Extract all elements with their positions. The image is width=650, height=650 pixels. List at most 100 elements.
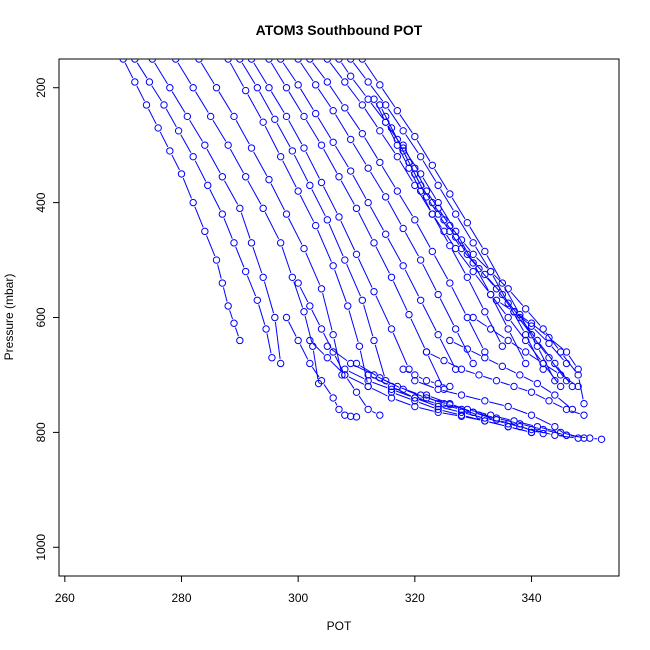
- data-point: [539, 359, 547, 368]
- series-segment: [551, 346, 564, 361]
- series-segment: [299, 344, 309, 360]
- series-segment: [439, 298, 455, 326]
- data-point: [562, 405, 571, 414]
- data-point: [364, 164, 372, 172]
- data-point: [341, 365, 349, 373]
- series-segment: [352, 62, 366, 79]
- series-segment: [270, 91, 285, 113]
- series-segment: [124, 62, 134, 79]
- series-segment: [364, 137, 378, 159]
- series-segment: [381, 134, 396, 154]
- data-point: [422, 376, 431, 385]
- series-segment: [399, 160, 413, 182]
- series-segment: [534, 328, 547, 341]
- data-point: [422, 187, 431, 195]
- data-point: [556, 348, 565, 356]
- series-segment: [404, 269, 420, 297]
- series-segment: [524, 427, 539, 433]
- series-segment: [430, 396, 446, 403]
- series-segment: [360, 365, 377, 376]
- data-point: [580, 399, 588, 408]
- data-point: [481, 397, 489, 405]
- series-segment: [370, 171, 384, 194]
- data-point: [376, 411, 384, 419]
- series-segment: [465, 395, 481, 401]
- series-segment: [392, 332, 408, 366]
- data-point: [556, 382, 565, 391]
- series-segment: [440, 188, 454, 211]
- series-segment: [540, 385, 552, 393]
- data-point: [236, 59, 244, 63]
- series-segment: [218, 91, 233, 113]
- data-point: [271, 115, 279, 124]
- series-segment: [476, 257, 488, 269]
- data-point: [551, 422, 559, 431]
- series-segment: [453, 342, 464, 348]
- data-point: [521, 336, 530, 345]
- series-segment: [347, 85, 361, 102]
- series-segment: [194, 160, 207, 182]
- data-point: [282, 84, 291, 92]
- series-segment: [335, 145, 349, 168]
- series-segment: [352, 79, 366, 96]
- data-point: [562, 431, 571, 439]
- data-point: [276, 59, 285, 63]
- data-point: [381, 101, 390, 109]
- data-point: [457, 236, 466, 244]
- series-segment: [570, 410, 580, 415]
- series-segment: [369, 206, 384, 231]
- series-segment: [270, 62, 285, 85]
- data-point: [323, 216, 332, 224]
- data-point: [224, 59, 232, 63]
- series-profile: [148, 59, 285, 368]
- series-segment: [223, 218, 233, 239]
- data-point: [469, 267, 477, 276]
- series-segment: [246, 275, 257, 297]
- series-segment: [442, 412, 458, 417]
- series-segment: [469, 257, 483, 272]
- series-segment: [247, 94, 262, 119]
- data-point: [574, 434, 582, 442]
- y-tick-label: 800: [34, 422, 48, 442]
- data-point: [411, 216, 419, 224]
- series-profile: [195, 59, 346, 379]
- series-segment: [357, 258, 373, 288]
- data-point: [294, 187, 302, 195]
- data-point: [148, 59, 157, 63]
- series-segment: [371, 410, 377, 414]
- series-segment: [358, 395, 367, 406]
- y-tick-label: 600: [34, 307, 48, 327]
- series-segment: [375, 295, 391, 326]
- data-point: [481, 270, 489, 279]
- series-segment: [564, 376, 575, 385]
- x-tick-label: 260: [55, 591, 75, 605]
- data-point: [306, 181, 314, 190]
- series-segment: [371, 387, 388, 397]
- series-profile: [492, 296, 582, 373]
- series-segment: [399, 194, 413, 217]
- data-point: [282, 210, 291, 218]
- data-point: [486, 290, 495, 299]
- data-point: [276, 152, 285, 161]
- series-segment: [180, 134, 192, 153]
- series-segment: [486, 255, 501, 280]
- plot-area: [58, 58, 620, 577]
- series-segment: [442, 407, 458, 412]
- data-point: [411, 376, 419, 385]
- data-point: [469, 408, 477, 416]
- series-segment: [511, 342, 523, 350]
- series-profile: [422, 348, 588, 419]
- data-point: [387, 382, 396, 391]
- series-segment: [171, 154, 180, 171]
- data-point: [492, 416, 501, 424]
- series-segment: [570, 435, 586, 439]
- data-point: [364, 382, 372, 391]
- series-profile: [131, 59, 276, 362]
- series-segment: [493, 274, 506, 286]
- data-point: [504, 402, 512, 411]
- y-tick-label: 1000: [34, 534, 48, 561]
- data-point: [457, 408, 466, 416]
- series-segment: [416, 140, 431, 162]
- data-point: [376, 101, 384, 109]
- series-segment: [274, 321, 281, 360]
